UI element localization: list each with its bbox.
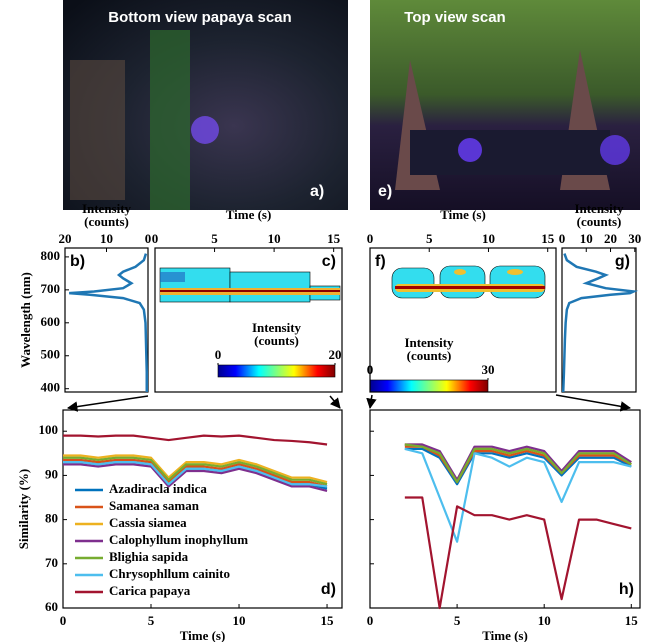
panel-label: c)	[322, 253, 336, 270]
x-axis-title: Intensity (counts)	[574, 201, 624, 229]
x-tick-label: 10	[482, 231, 495, 246]
colorbar-tick-label: 0	[215, 347, 222, 362]
x-axis-title: Intensity (counts)	[81, 201, 132, 229]
x-tick-label: 5	[426, 231, 433, 246]
colorbar-title: Intensity (counts)	[251, 320, 302, 348]
x-tick-label: 30	[628, 231, 641, 246]
y-tick-label: 500	[41, 347, 61, 362]
series-line	[404, 496, 632, 610]
light	[600, 135, 630, 165]
legend-label: Cassia siamea	[109, 515, 187, 530]
zoom-arrow	[66, 394, 632, 412]
contour	[391, 265, 546, 299]
x-tick-label: 10	[580, 231, 593, 246]
series-line	[404, 447, 632, 486]
legend-label: Azadiracla indica	[109, 481, 207, 496]
plot-frame	[154, 247, 343, 393]
panel-label: a)	[310, 183, 324, 200]
colorbar	[369, 379, 489, 393]
building	[70, 60, 125, 200]
legend-label: Chrysophllum cainito	[109, 566, 230, 581]
x-tick-label: 0	[60, 613, 67, 628]
x-tick-label: 5	[211, 231, 218, 246]
plot-frame	[369, 409, 641, 609]
series-line	[63, 454, 328, 484]
light	[458, 138, 482, 162]
photo-title: Top view scan	[404, 9, 505, 26]
legend-label: Blighia sapida	[109, 549, 189, 564]
series-line	[404, 447, 632, 543]
colorbar-title: Intensity (counts)	[404, 335, 454, 363]
y-axis-title: Wavelength (nm)	[18, 272, 33, 368]
colorbar-tick-label: 30	[482, 362, 495, 377]
y-tick-label: 80	[45, 511, 58, 526]
legend-label: Samanea saman	[109, 498, 200, 513]
panel-label: b)	[70, 253, 85, 270]
x-tick-label: 10	[538, 613, 551, 628]
y-tick-label: 100	[39, 422, 59, 437]
x-tick-label: 10	[268, 231, 281, 246]
legend-label: Calophyllum inophyllum	[109, 532, 248, 547]
x-tick-label: 20	[604, 231, 617, 246]
series-line	[63, 463, 328, 492]
series-line	[63, 458, 328, 488]
x-tick-label: 0	[145, 231, 152, 246]
x-axis-title: Time (s)	[180, 628, 226, 642]
x-tick-label: 15	[321, 613, 335, 628]
y-axis-title: Similarity (%)	[16, 469, 31, 550]
x-tick-label: 15	[541, 231, 555, 246]
x-tick-label: 5	[454, 613, 461, 628]
light	[191, 116, 219, 144]
colorbar	[217, 364, 336, 378]
plot-frame	[561, 247, 637, 393]
photo-title: Bottom view papaya scan	[108, 9, 291, 26]
series-line	[404, 443, 632, 484]
x-axis-title: Time (s)	[440, 207, 486, 222]
spectrum-line	[561, 253, 639, 393]
x-tick-label: 0	[367, 613, 374, 628]
panel-label: e)	[378, 183, 392, 200]
colorbar-tick-label: 20	[329, 347, 342, 362]
spectrum-line	[69, 253, 149, 392]
legend-label: Carica papaya	[109, 583, 191, 598]
y-tick-label: 400	[41, 380, 61, 395]
y-tick-label: 70	[45, 555, 58, 570]
x-axis-title: Time (s)	[482, 628, 528, 642]
x-tick-label: 5	[148, 613, 155, 628]
panel-label: f)	[375, 253, 386, 270]
x-tick-label: 0	[367, 231, 374, 246]
series-line	[63, 461, 328, 488]
colorbar-tick-label: 0	[367, 362, 374, 377]
y-tick-label: 700	[41, 281, 61, 296]
plot-frame	[62, 409, 343, 609]
x-tick-label: 15	[625, 613, 639, 628]
panel-label: g)	[615, 253, 630, 270]
series-line	[63, 434, 328, 446]
device	[410, 130, 610, 175]
x-tick-label: 15	[327, 231, 341, 246]
x-tick-label: 10	[100, 231, 113, 246]
y-tick-label: 600	[41, 314, 61, 329]
x-tick-label: 0	[152, 231, 159, 246]
series-line	[63, 456, 328, 486]
x-tick-label: 20	[59, 231, 72, 246]
y-tick-label: 60	[45, 599, 58, 614]
x-tick-label: 10	[233, 613, 246, 628]
x-axis-title: Time (s)	[226, 207, 272, 222]
y-tick-label: 800	[41, 248, 61, 263]
y-tick-label: 90	[45, 466, 58, 481]
plot-frame	[369, 247, 557, 393]
x-tick-label: 0	[559, 231, 566, 246]
contour	[159, 267, 341, 303]
panel-label: h)	[619, 581, 634, 598]
panel-label: d)	[321, 581, 336, 598]
tree	[150, 30, 190, 210]
series-line	[404, 443, 632, 481]
